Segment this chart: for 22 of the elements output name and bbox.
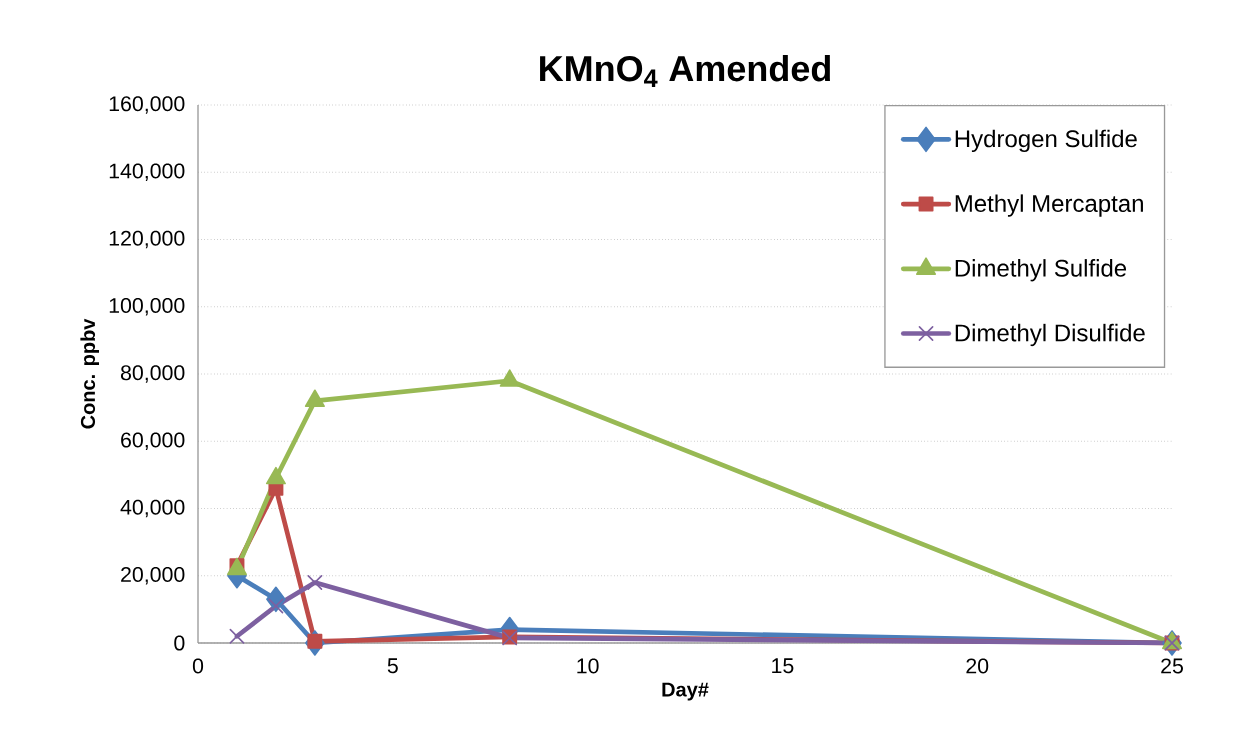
x-axis-title: Day# bbox=[662, 682, 709, 701]
y-tick-label: 160,000 bbox=[109, 96, 185, 114]
x-tick-label: 15 bbox=[772, 658, 794, 674]
legend-label: Dimethyl Sulfide bbox=[955, 259, 1127, 282]
y-tick-label: 40,000 bbox=[120, 499, 185, 518]
x-tick-label: 20 bbox=[966, 658, 989, 674]
y-tick-label: 60,000 bbox=[121, 432, 185, 451]
y-tick-label: 100,000 bbox=[109, 297, 185, 316]
legend-label: Hydrogen Sulfide bbox=[955, 129, 1137, 153]
y-tick-label: 80,000 bbox=[120, 365, 185, 383]
y-tick-label: 140,000 bbox=[109, 163, 185, 182]
legend-label: Methyl Mercaptan bbox=[955, 194, 1143, 217]
y-tick-label: 0 bbox=[174, 635, 185, 651]
y-tick-label: 20,000 bbox=[121, 566, 185, 585]
y-axis-title: Conc. ppbv bbox=[80, 318, 100, 429]
chart-title: KMnO$_{4}$ Amended bbox=[540, 54, 830, 87]
x-tick-label: 25 bbox=[1161, 658, 1183, 674]
x-tick-label: 0 bbox=[192, 658, 204, 674]
x-tick-label: 10 bbox=[577, 658, 599, 674]
legend-label: Dimethyl Disulfide bbox=[955, 323, 1145, 347]
x-tick-label: 5 bbox=[387, 658, 398, 674]
y-tick-label: 120,000 bbox=[109, 230, 185, 249]
